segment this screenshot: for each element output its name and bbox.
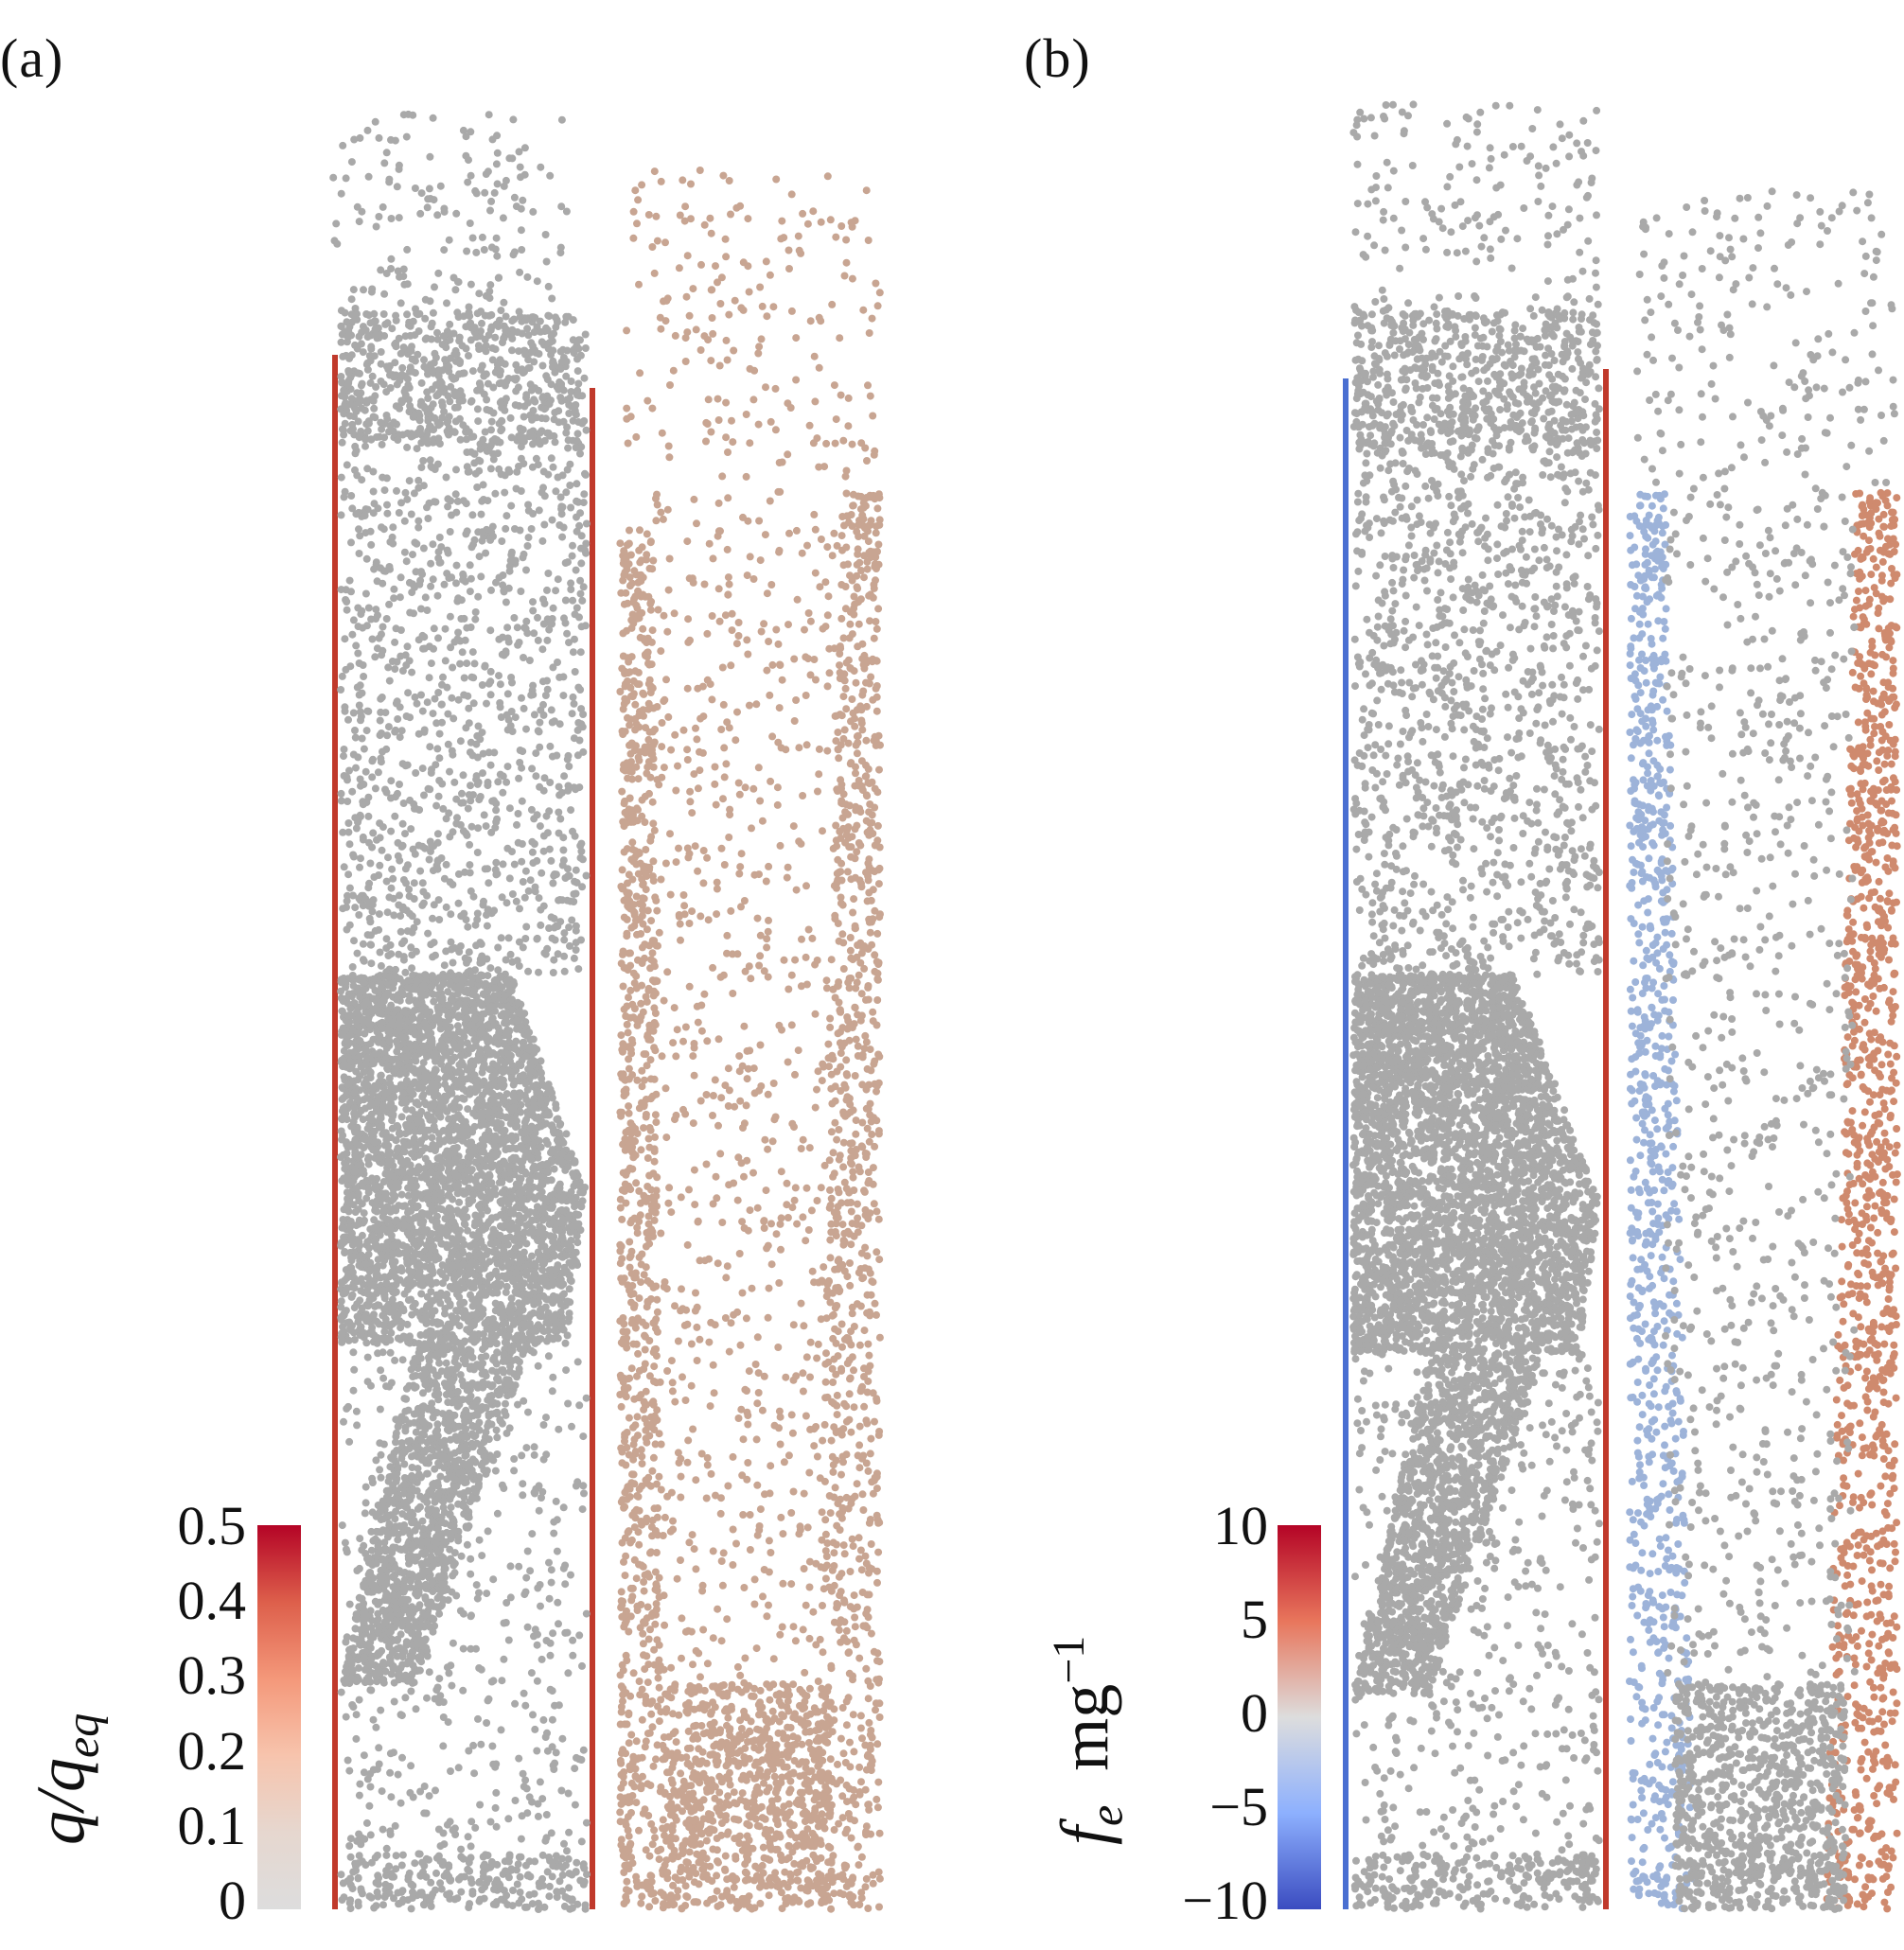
colorbar-a-tick: 0.4 [123, 1573, 246, 1628]
panel-label-a: (a) [0, 26, 63, 90]
colorbar-a-tick: 0.5 [123, 1499, 246, 1554]
colorbar-b-tick: −10 [1117, 1873, 1268, 1928]
panel-label-b: (b) [1024, 26, 1091, 90]
colorbar-b-tick: 0 [1117, 1686, 1268, 1741]
colorbar-a-tick: 0.1 [123, 1799, 246, 1853]
colorbar-a-tick: 0 [123, 1873, 246, 1928]
colorbar-b [1278, 1525, 1321, 1909]
colorbar-a-title: q/qeq [26, 1713, 105, 1845]
colorbar-b-title: fe mg−1 [1047, 1636, 1129, 1845]
colorbar-a-tick: 0.3 [123, 1648, 246, 1703]
colorbar-b-tick: 5 [1117, 1592, 1268, 1647]
colorbar-a-tick: 0.2 [123, 1724, 246, 1779]
colorbar-b-tick: −5 [1117, 1780, 1268, 1835]
colorbar-a [257, 1525, 301, 1909]
colorbar-b-tick: 10 [1117, 1499, 1268, 1554]
